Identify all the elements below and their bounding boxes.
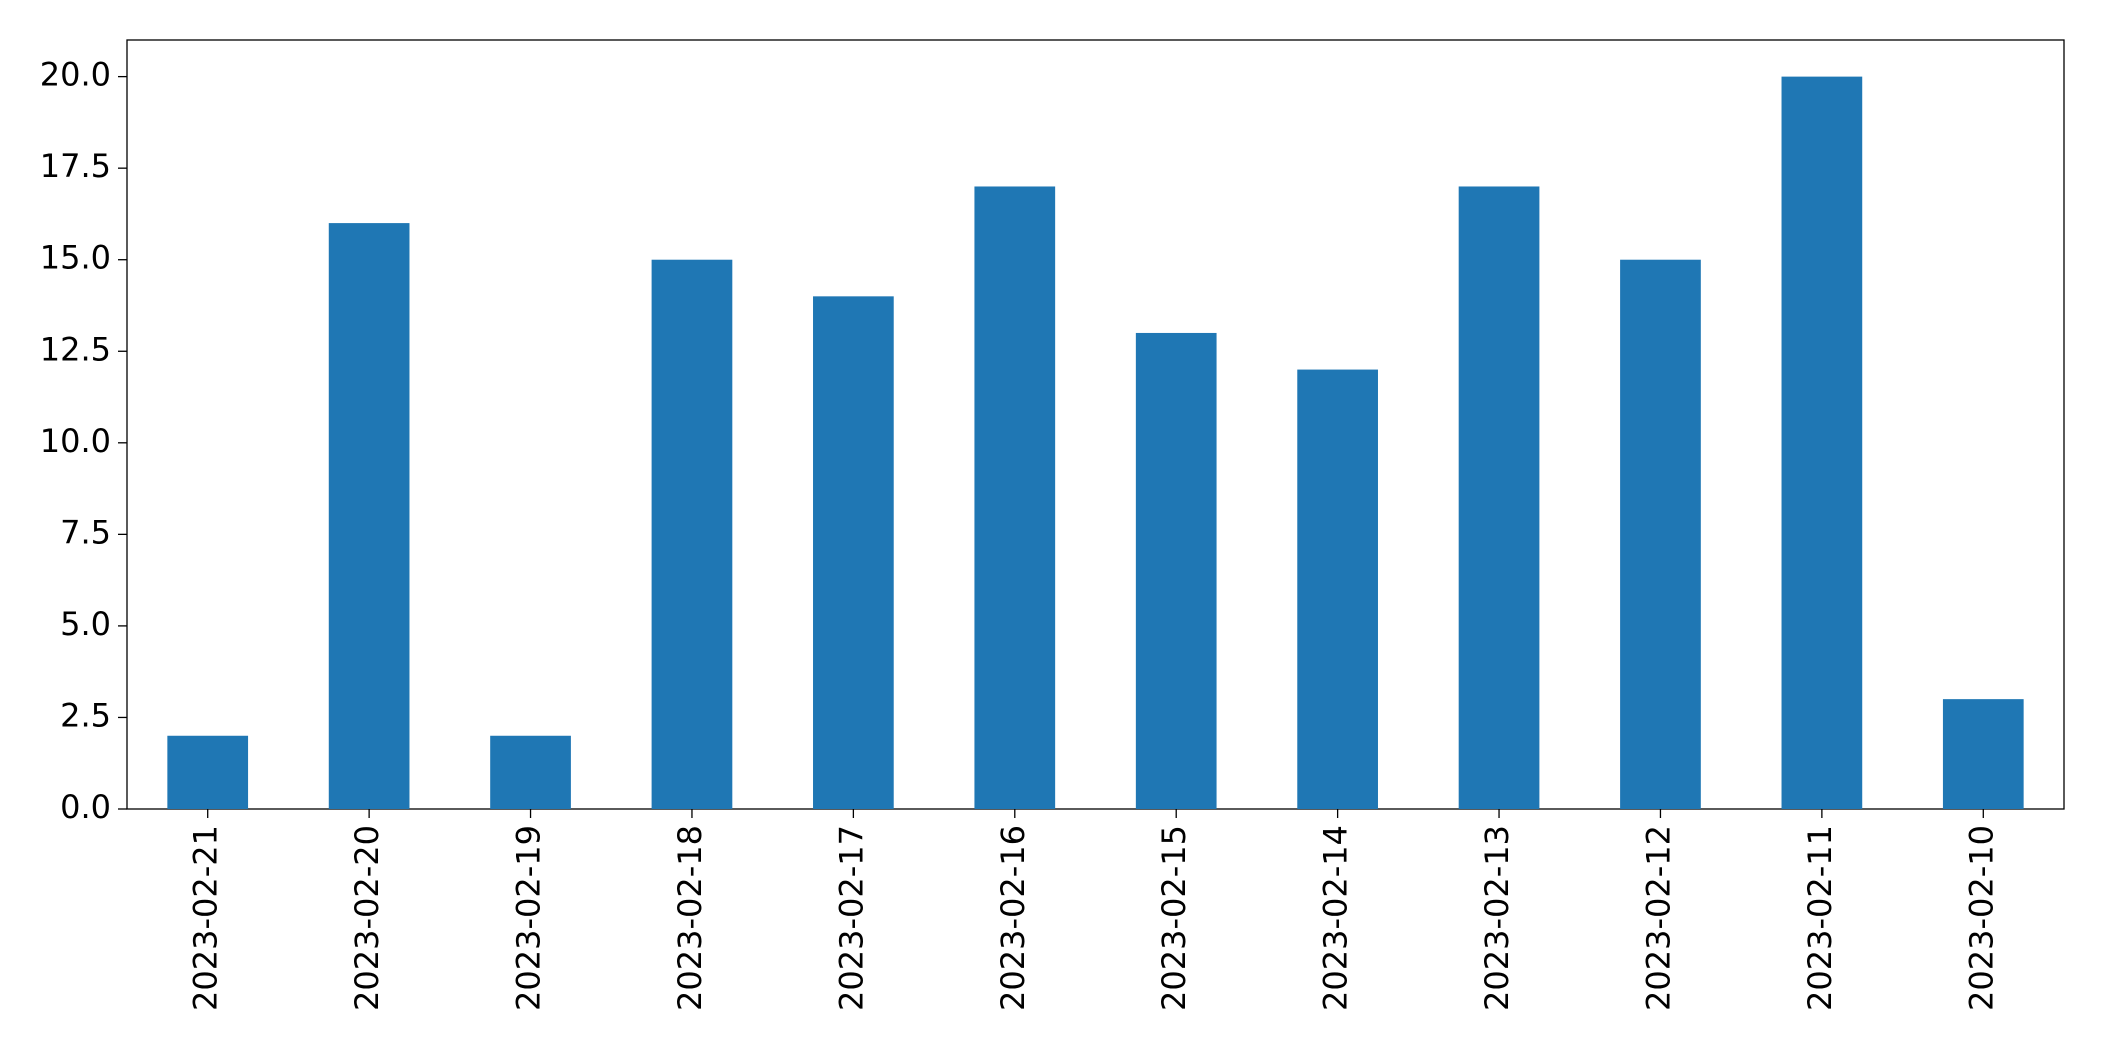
- bar: [1297, 369, 1378, 809]
- bar: [490, 735, 571, 809]
- y-tick-label: 2.5: [60, 696, 111, 734]
- bar: [167, 735, 249, 809]
- y-tick-label: 7.5: [60, 513, 111, 551]
- bar: [974, 186, 1056, 809]
- y-tick-label: 15.0: [40, 239, 111, 277]
- bar: [1620, 259, 1701, 809]
- x-tick-label: 2023-02-12: [1639, 825, 1677, 1011]
- x-tick-label: 2023-02-18: [671, 825, 709, 1011]
- y-tick-label: 17.5: [40, 147, 111, 185]
- y-tick-label: 0.0: [60, 788, 111, 826]
- x-tick-label: 2023-02-13: [1478, 825, 1516, 1011]
- bar: [651, 259, 733, 809]
- x-tick-label: 2023-02-16: [994, 825, 1032, 1011]
- bar: [1135, 332, 1217, 809]
- y-tick-label: 5.0: [60, 605, 111, 643]
- x-tick-label: 2023-02-11: [1801, 825, 1839, 1011]
- x-tick-label: 2023-02-19: [510, 825, 548, 1011]
- bar: [328, 223, 410, 810]
- x-tick-label: 2023-02-20: [348, 825, 386, 1011]
- bar: [1458, 186, 1540, 809]
- bar: [813, 296, 894, 809]
- x-tick-label: 2023-02-17: [832, 825, 870, 1011]
- x-tick-label: 2023-02-21: [187, 825, 225, 1011]
- x-tick-label: 2023-02-14: [1317, 825, 1355, 1011]
- y-tick-label: 10.0: [40, 422, 111, 460]
- y-tick-label: 12.5: [40, 330, 111, 368]
- x-tick-label: 2023-02-15: [1155, 825, 1193, 1011]
- bar: [1781, 76, 1863, 810]
- bar: [1942, 699, 2024, 809]
- plot-frame: [126, 39, 2065, 810]
- x-tick-label: 2023-02-10: [1962, 825, 2000, 1011]
- y-tick-label: 20.0: [40, 56, 111, 94]
